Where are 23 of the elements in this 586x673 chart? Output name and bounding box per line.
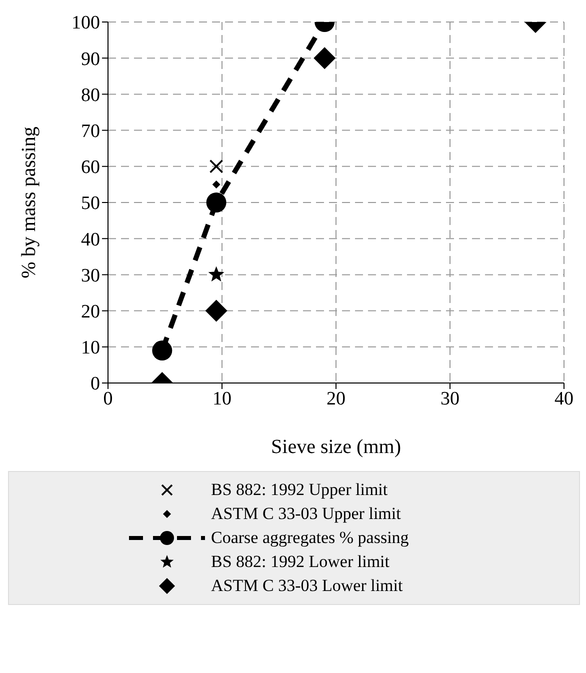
legend-label: Coarse aggregates % passing: [211, 528, 410, 548]
y-tick-label: 60: [81, 157, 100, 178]
legend-label: ASTM C 33-03 Lower limit: [211, 576, 404, 596]
x-tick-label: 30: [440, 388, 460, 410]
y-tick-label: 70: [81, 121, 100, 142]
legend-label: BS 882: 1992 Lower limit: [211, 552, 390, 572]
y-tick-label: 40: [81, 229, 100, 250]
y-tick-label: 100: [72, 12, 100, 34]
y-tick-label: 0: [90, 374, 100, 395]
y-tick-label: 80: [81, 84, 100, 106]
y-axis-title: % by mass passing: [18, 126, 40, 278]
x-tick-label: 20: [326, 388, 346, 410]
legend-label: BS 882: 1992 Upper limit: [211, 480, 389, 500]
legend-label: ASTM C 33-03 Upper limit: [211, 504, 402, 524]
y-tick-label: 90: [81, 48, 100, 70]
x-axis-title: Sieve size (mm): [271, 436, 401, 458]
x-tick-label: 10: [212, 388, 232, 410]
x-tick-label: 40: [554, 388, 574, 410]
x-tick-label: 0: [103, 388, 113, 410]
y-tick-label: 10: [81, 338, 100, 359]
y-tick-label: 30: [81, 265, 100, 286]
y-tick-label: 20: [81, 302, 100, 323]
y-tick-label: 50: [81, 193, 100, 214]
